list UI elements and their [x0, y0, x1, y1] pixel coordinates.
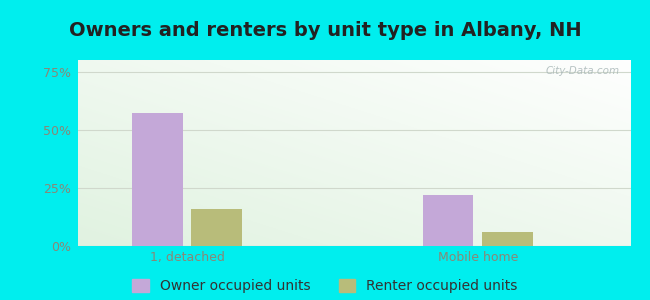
Bar — [422, 195, 473, 246]
Text: Owners and renters by unit type in Albany, NH: Owners and renters by unit type in Alban… — [69, 21, 581, 40]
Bar — [482, 232, 533, 246]
Bar — [132, 113, 183, 246]
Legend: Owner occupied units, Renter occupied units: Owner occupied units, Renter occupied un… — [133, 279, 517, 293]
Bar — [191, 209, 242, 246]
Text: City-Data.com: City-Data.com — [545, 66, 619, 76]
